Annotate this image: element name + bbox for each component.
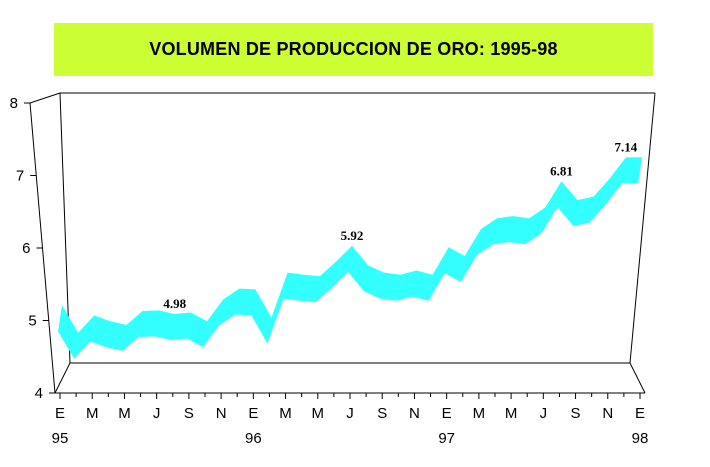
x-tick-label: N xyxy=(602,405,613,422)
data-label: 7.14 xyxy=(615,139,638,154)
data-point xyxy=(59,317,61,319)
y-tick-label: 4 xyxy=(35,385,43,402)
data-point xyxy=(172,326,174,328)
x-tick-label: N xyxy=(216,405,227,422)
data-point xyxy=(236,301,238,303)
data-point xyxy=(156,322,158,324)
x-tick-label: N xyxy=(409,405,420,422)
x-tick-label: E xyxy=(442,405,452,422)
data-point xyxy=(123,337,125,339)
data-point xyxy=(623,169,625,171)
chart-frame xyxy=(24,92,656,399)
data-point xyxy=(268,330,270,332)
data-point xyxy=(317,288,319,290)
x-tick-label: M xyxy=(312,405,325,422)
y-tick-label: 7 xyxy=(16,168,24,185)
data-label: 4.98 xyxy=(163,296,186,311)
data-label: 5.92 xyxy=(341,228,364,243)
y-tick-label: 8 xyxy=(10,95,18,112)
x-tick-label: J xyxy=(346,405,354,422)
data-point xyxy=(446,259,448,261)
data-point xyxy=(91,327,93,329)
year-label: 97 xyxy=(438,430,455,447)
data-point xyxy=(75,345,77,347)
y-tick-label: 5 xyxy=(28,313,36,330)
data-point xyxy=(430,287,432,289)
x-tick-label: S xyxy=(377,405,387,422)
x-tick-label: S xyxy=(571,405,581,422)
data-point xyxy=(365,277,367,279)
year-label: 95 xyxy=(52,430,69,447)
data-point xyxy=(381,285,383,287)
floor-left-edge xyxy=(54,362,71,394)
data-ribbon xyxy=(58,157,642,359)
data-point xyxy=(494,230,496,232)
x-tick-label: M xyxy=(279,405,292,422)
data-point xyxy=(397,287,399,289)
x-tick-label: M xyxy=(473,405,486,422)
data-point xyxy=(285,285,287,287)
data-point xyxy=(252,301,254,303)
data-point xyxy=(349,258,351,260)
back-wall-top-edge xyxy=(29,92,655,104)
data-labels: 4.98 5.92 6.81 7.14 xyxy=(163,139,637,311)
x-tick-label: E xyxy=(55,405,65,422)
floor-right-edge xyxy=(629,362,646,394)
x-axis-labels: E M M J S N E M M J S N E M M J S N E 95 96 97 98 xyxy=(52,405,649,447)
data-point xyxy=(591,209,593,210)
data-point xyxy=(462,268,464,270)
data-point xyxy=(413,282,415,284)
data-point xyxy=(107,333,109,335)
data-point xyxy=(140,323,142,325)
year-label: 96 xyxy=(245,430,262,447)
x-tick-label: M xyxy=(86,405,99,422)
data-point xyxy=(478,241,480,243)
x-tick-label: E xyxy=(248,405,258,422)
x-tick-label: M xyxy=(505,405,518,422)
chart-title-box: VOLUMEN DE PRODUCCION DE ORO: 1995-98 xyxy=(54,23,653,76)
data-point xyxy=(333,274,335,276)
x-tick-label: M xyxy=(118,405,131,422)
data-point xyxy=(542,219,544,221)
y-tick-label: 6 xyxy=(22,240,30,257)
data-point xyxy=(204,333,206,335)
x-tick-label: E xyxy=(635,405,645,422)
year-label: 98 xyxy=(632,430,649,447)
data-point xyxy=(220,311,222,313)
y-axis-labels: 4 5 6 7 8 xyxy=(10,95,43,402)
x-tick-label: J xyxy=(153,405,161,422)
right-back-edge xyxy=(629,92,656,364)
data-ribbon-band xyxy=(58,157,642,359)
data-point xyxy=(301,287,303,289)
data-point xyxy=(510,228,512,230)
data-point xyxy=(639,169,641,171)
data-label: 6.81 xyxy=(550,163,573,178)
data-point xyxy=(188,325,190,326)
data-point xyxy=(607,190,609,192)
x-tick-label: J xyxy=(540,405,548,422)
chart-title: VOLUMEN DE PRODUCCION DE ORO: 1995-98 xyxy=(149,39,558,59)
x-tick-label: S xyxy=(184,405,194,422)
data-point xyxy=(526,230,528,232)
data-point xyxy=(558,193,560,195)
data-point xyxy=(575,212,577,214)
